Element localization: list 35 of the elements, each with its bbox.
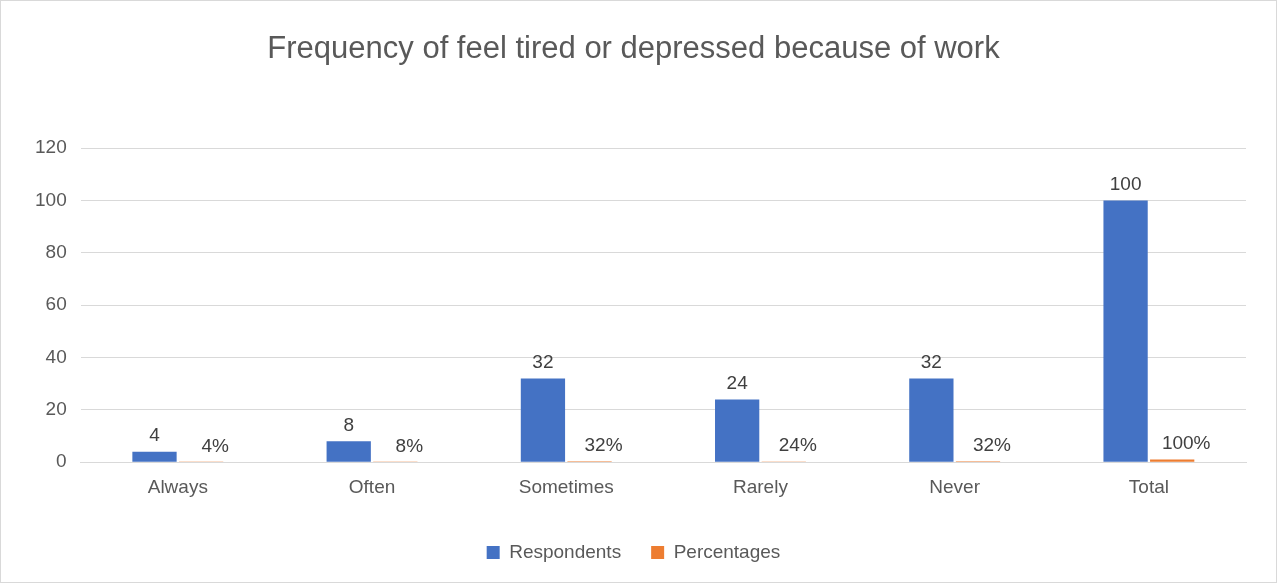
bar [909,378,954,462]
x-tick-label: Rarely [733,475,789,497]
bar [520,378,566,462]
data-label: 32% [972,434,1012,456]
y-tick-label: 0 [56,450,67,472]
data-label: 32% [584,434,623,456]
y-tick-label: 100 [35,188,67,210]
data-label: 4% [201,434,229,456]
y-tick-label: 60 [45,293,67,315]
data-label: 4 [149,424,161,446]
y-tick-label: 120 [35,136,67,158]
x-tick-label: Sometimes [518,475,614,497]
x-tick-label: Often [348,475,396,497]
x-tick-label: Never [929,475,981,497]
y-tick-label: 80 [45,241,67,263]
data-label: 8% [395,434,424,456]
data-label: 100 [1109,173,1142,195]
data-label: 32 [920,351,942,373]
y-tick-label: 40 [45,345,67,367]
data-label: 8 [343,414,355,435]
x-tick-label: Always [147,475,208,497]
legend-label: Percentages [673,540,781,562]
bar [715,399,760,462]
legend-label: Respondents [509,540,622,562]
bar [1150,459,1195,462]
data-label: 24 [726,372,749,394]
bar [1103,200,1148,462]
data-label: 24% [778,434,817,456]
bar [132,451,177,462]
chart-title: Frequency of feel tired or depressed because of work [267,30,1001,66]
data-label: 32 [532,351,554,373]
y-tick-label: 20 [45,398,67,420]
data-label: 100% [1161,432,1211,454]
bar [326,441,371,462]
x-tick-label: Total [1128,475,1169,497]
